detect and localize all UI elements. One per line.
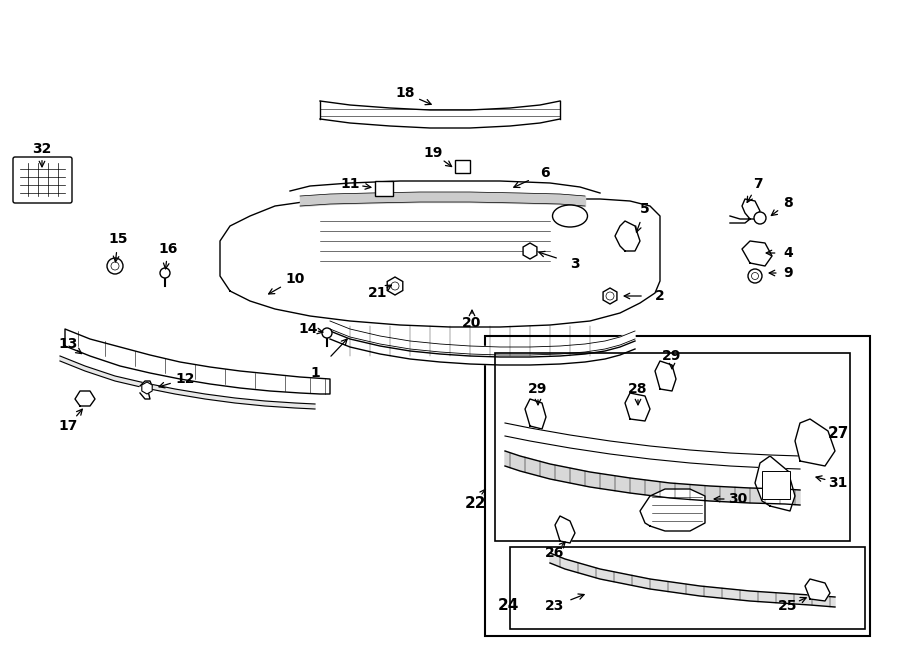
Polygon shape	[615, 221, 640, 251]
Bar	[455, 160, 470, 173]
Bar	[762, 471, 790, 499]
Text: 6: 6	[540, 166, 550, 180]
Polygon shape	[505, 451, 800, 505]
Text: 4: 4	[783, 246, 793, 260]
Polygon shape	[755, 456, 795, 511]
Text: 3: 3	[571, 257, 580, 271]
Text: 28: 28	[628, 382, 648, 396]
Text: 27: 27	[827, 426, 849, 440]
Text: 16: 16	[158, 242, 177, 256]
Text: 29: 29	[528, 382, 548, 396]
Bar	[510, 547, 865, 629]
Text: 5: 5	[640, 202, 650, 216]
Text: 17: 17	[58, 419, 77, 433]
Text: 32: 32	[32, 142, 51, 156]
Text: 1: 1	[310, 366, 320, 380]
Polygon shape	[625, 393, 650, 421]
Text: 20: 20	[463, 316, 482, 330]
Circle shape	[391, 282, 399, 290]
Polygon shape	[655, 361, 676, 391]
Circle shape	[322, 328, 332, 338]
Polygon shape	[60, 356, 315, 409]
Circle shape	[107, 258, 123, 274]
Text: 9: 9	[783, 266, 793, 280]
Polygon shape	[320, 101, 560, 128]
Circle shape	[752, 272, 759, 280]
Polygon shape	[75, 391, 95, 406]
FancyBboxPatch shape	[13, 157, 72, 203]
Polygon shape	[795, 419, 835, 466]
Circle shape	[748, 269, 762, 283]
Text: 13: 13	[58, 337, 77, 351]
Polygon shape	[640, 489, 705, 531]
Text: 23: 23	[545, 599, 564, 613]
Polygon shape	[330, 321, 635, 357]
Text: 24: 24	[498, 598, 518, 613]
Text: 18: 18	[395, 86, 415, 100]
Text: 25: 25	[778, 599, 797, 613]
Circle shape	[111, 262, 119, 270]
Polygon shape	[550, 553, 835, 607]
Text: 7: 7	[753, 177, 763, 191]
Text: 30: 30	[728, 492, 748, 506]
Text: 11: 11	[340, 177, 360, 191]
Text: 26: 26	[545, 546, 564, 560]
Text: 22: 22	[464, 496, 486, 510]
Text: 21: 21	[368, 286, 388, 300]
Polygon shape	[330, 329, 635, 365]
Text: 8: 8	[783, 196, 793, 210]
Text: 10: 10	[285, 272, 305, 286]
Text: 12: 12	[176, 372, 194, 386]
Polygon shape	[730, 199, 760, 223]
Circle shape	[160, 268, 170, 278]
Text: 29: 29	[662, 349, 681, 363]
Text: 19: 19	[423, 146, 443, 160]
Polygon shape	[805, 579, 830, 601]
Text: 15: 15	[108, 232, 128, 246]
Bar	[485, 336, 870, 636]
Polygon shape	[742, 241, 772, 266]
Text: 31: 31	[828, 476, 848, 490]
Bar	[495, 353, 850, 541]
Polygon shape	[140, 381, 152, 399]
Circle shape	[606, 292, 614, 300]
Polygon shape	[220, 199, 660, 327]
Bar	[375, 181, 393, 196]
Text: 2: 2	[655, 289, 665, 303]
Polygon shape	[525, 399, 546, 429]
Polygon shape	[555, 516, 575, 543]
Text: 14: 14	[298, 322, 318, 336]
Circle shape	[754, 212, 766, 224]
Polygon shape	[65, 329, 330, 394]
Ellipse shape	[553, 205, 588, 227]
